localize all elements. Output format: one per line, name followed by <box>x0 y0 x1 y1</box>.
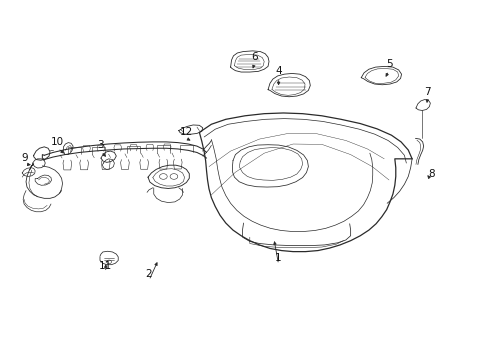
Text: 9: 9 <box>22 153 28 163</box>
Text: 10: 10 <box>51 137 64 147</box>
Text: 3: 3 <box>98 140 104 150</box>
Text: 6: 6 <box>251 52 258 62</box>
Text: 7: 7 <box>424 87 431 98</box>
Text: 8: 8 <box>428 168 435 179</box>
Text: 5: 5 <box>386 59 392 69</box>
Text: 12: 12 <box>180 127 193 137</box>
Text: 11: 11 <box>99 261 112 271</box>
Text: 4: 4 <box>275 66 282 76</box>
Text: 1: 1 <box>275 253 282 263</box>
Text: 2: 2 <box>146 269 152 279</box>
